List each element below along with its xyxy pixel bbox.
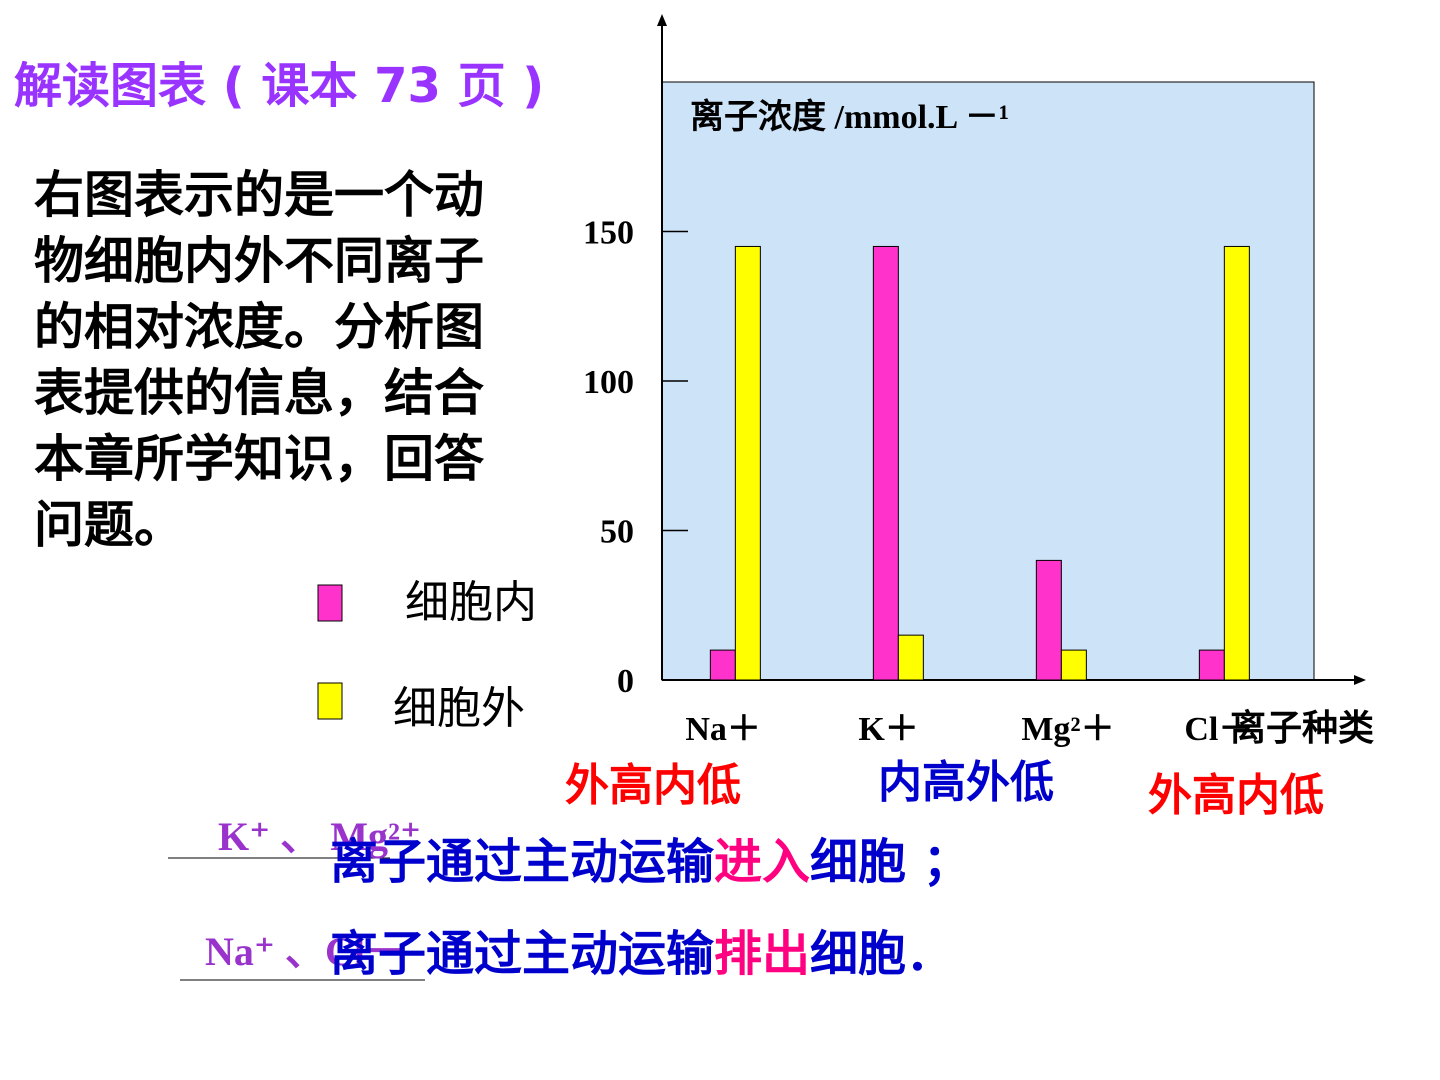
plot-area (661, 81, 1315, 681)
x-tick-label: K＋ (858, 711, 918, 748)
sentence-part: 离子通过主动运输 (330, 926, 715, 982)
sentence-part: 细胞． (810, 926, 954, 982)
intro-line: 物细胞内外不同离子 (34, 232, 484, 290)
bar (1035, 559, 1062, 681)
bar (1198, 649, 1225, 681)
x-axis-label: 离子种类 (1230, 708, 1374, 749)
intro-line: 的相对浓度。分析图 (34, 298, 484, 356)
annotation: 外高内低 (565, 760, 741, 811)
sentence-part: 排出 (714, 926, 810, 982)
annotation: 外高内低 (1148, 770, 1324, 821)
answer-sentence: 离子通过主动运输排出细胞． (330, 926, 954, 982)
x-tick-label: Cl－ (1184, 711, 1252, 748)
x-tick-label: Na＋ (685, 711, 761, 748)
intro-line: 右图表示的是一个动 (34, 166, 484, 224)
sentence-part: 细胞 ； (810, 834, 971, 890)
intro-line: 表提供的信息，结合 (34, 364, 484, 422)
x-tick-label: Mg²＋ (1021, 711, 1114, 748)
bar (897, 634, 924, 681)
y-tick-label: 100 (583, 364, 634, 401)
y-axis-arrow (657, 14, 667, 26)
blank-answer: Na⁺ 、Cl－ (205, 929, 405, 974)
y-tick-label: 150 (583, 215, 634, 252)
bar (872, 245, 899, 681)
bar (1223, 245, 1250, 681)
bar (709, 649, 736, 681)
intro-line: 本章所学知识，回答 (34, 430, 485, 488)
bar (734, 245, 761, 681)
sentence-part: 进入 (714, 834, 810, 890)
y-axis-label: 离子浓度 /mmol.L －¹ (690, 97, 1009, 136)
sentence-part: 离子通过主动运输 (330, 834, 715, 890)
legend-swatch (317, 584, 343, 622)
legend-label: 细胞内 (405, 577, 537, 628)
annotation: 内高外低 (878, 757, 1054, 808)
answer-sentence: 离子通过主动运输进入细胞 ； (330, 834, 971, 890)
x-axis-arrow (1354, 675, 1366, 685)
blank-answer: K⁺ 、 Mg²⁺ (218, 814, 421, 859)
intro-line: 问题。 (34, 496, 184, 554)
legend-swatch (317, 682, 343, 720)
y-tick-label: 50 (600, 514, 634, 551)
y-tick-label: 0 (617, 663, 634, 700)
bar (1060, 649, 1087, 681)
legend-label: 细胞外 (393, 683, 525, 734)
slide-title: 解读图表 ( 课本 73 页 ) (14, 58, 544, 114)
